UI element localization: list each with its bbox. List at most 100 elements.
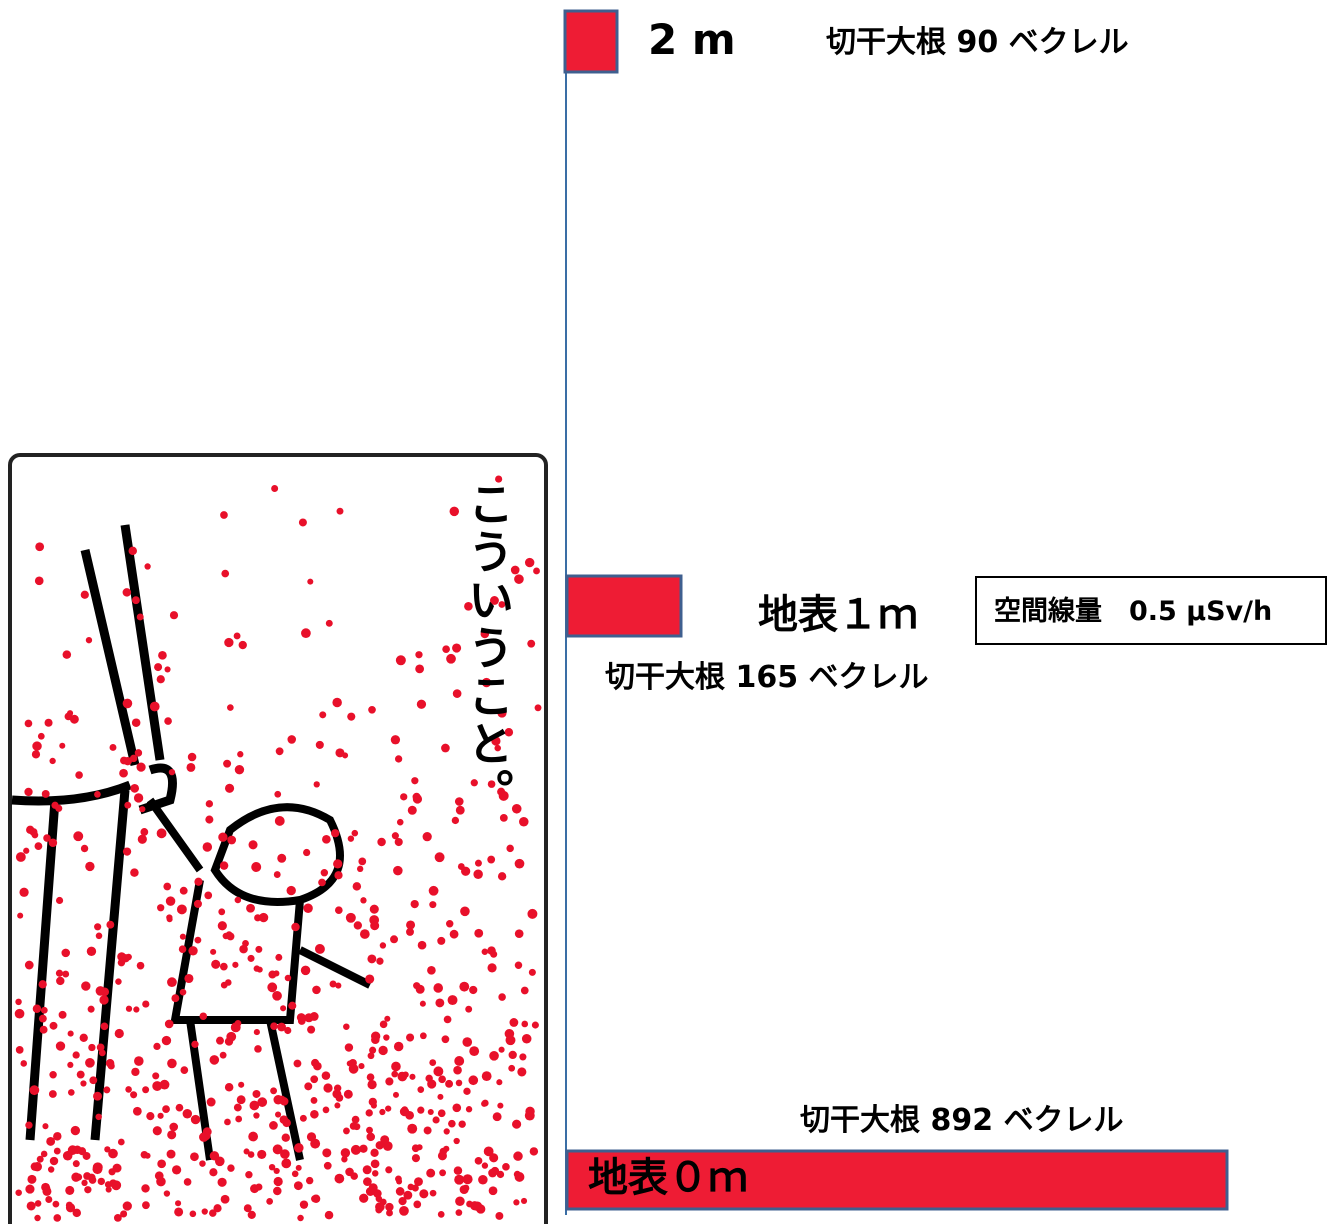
dot xyxy=(437,936,446,945)
height-label: 2 m xyxy=(648,15,736,64)
dot xyxy=(480,629,490,639)
dot xyxy=(49,757,56,765)
dot xyxy=(220,1194,230,1204)
dot xyxy=(460,906,470,917)
dot xyxy=(233,1103,242,1112)
dot xyxy=(363,1177,372,1187)
dot xyxy=(219,1051,227,1059)
dot xyxy=(407,805,417,815)
dot xyxy=(488,1186,498,1196)
dot xyxy=(375,1141,384,1150)
dot xyxy=(291,1170,299,1178)
dot xyxy=(309,1012,319,1021)
dot xyxy=(246,903,255,913)
dot xyxy=(167,977,177,988)
dot xyxy=(141,1184,150,1193)
dot xyxy=(371,1031,381,1041)
dot xyxy=(189,1210,197,1218)
dot xyxy=(419,1032,427,1040)
dot xyxy=(238,640,247,650)
dot xyxy=(142,1201,150,1210)
dot xyxy=(437,1109,446,1118)
dot xyxy=(412,794,423,804)
dot xyxy=(96,1043,105,1052)
dot xyxy=(163,882,172,891)
dot xyxy=(343,1127,350,1135)
dot xyxy=(134,749,143,757)
dot xyxy=(26,1201,36,1211)
dot xyxy=(136,762,146,772)
dot xyxy=(120,756,128,765)
dot xyxy=(529,1147,539,1156)
dot xyxy=(273,1176,283,1187)
dot xyxy=(42,1186,52,1196)
dot xyxy=(291,922,300,932)
dot xyxy=(119,768,128,778)
dot xyxy=(483,1146,494,1157)
dot xyxy=(132,1106,142,1116)
dot xyxy=(242,939,249,947)
dot xyxy=(79,1033,88,1042)
dot xyxy=(400,793,408,801)
dot xyxy=(49,1156,59,1166)
dot xyxy=(310,1109,319,1119)
dot xyxy=(359,929,370,939)
dot xyxy=(153,1042,161,1051)
dot xyxy=(481,1071,492,1082)
dot xyxy=(51,801,59,809)
dot xyxy=(406,1033,415,1042)
dot xyxy=(271,485,279,492)
dot xyxy=(359,1144,368,1153)
dot xyxy=(284,974,292,982)
dot xyxy=(429,1059,437,1066)
dot xyxy=(146,1112,155,1121)
dot xyxy=(247,1151,255,1158)
dot xyxy=(454,1174,465,1185)
dot xyxy=(209,1209,217,1217)
dot xyxy=(157,1159,166,1169)
dot xyxy=(481,677,492,688)
dot xyxy=(288,1001,297,1010)
dot xyxy=(55,969,64,977)
dot xyxy=(97,1177,105,1186)
dot xyxy=(310,1075,319,1084)
dot xyxy=(517,1067,527,1077)
dot xyxy=(235,1115,243,1123)
dot xyxy=(248,840,258,850)
dot xyxy=(217,1177,227,1187)
height-label: 地表１ｍ xyxy=(758,592,918,638)
dot xyxy=(201,1208,208,1215)
dot xyxy=(474,928,484,938)
dot xyxy=(117,958,126,967)
dot xyxy=(180,1066,189,1074)
dot xyxy=(322,1148,332,1158)
dot xyxy=(117,1138,125,1146)
dot xyxy=(351,829,359,837)
dot xyxy=(95,1113,102,1121)
dot xyxy=(459,1185,469,1195)
dot xyxy=(463,1087,471,1096)
dot xyxy=(219,962,228,971)
dot xyxy=(280,1005,287,1012)
dot xyxy=(385,1077,394,1086)
dot xyxy=(144,1152,151,1159)
dot xyxy=(194,877,203,886)
dot xyxy=(351,1115,360,1124)
dot xyxy=(152,1081,163,1091)
dot xyxy=(167,1058,177,1069)
dot xyxy=(417,1086,425,1093)
dot xyxy=(245,1171,253,1179)
dot xyxy=(129,754,138,763)
dot xyxy=(391,1070,399,1078)
dot xyxy=(125,1005,133,1012)
dot xyxy=(156,675,165,684)
dot xyxy=(108,1148,118,1159)
dot xyxy=(334,906,343,915)
dot xyxy=(44,718,53,727)
dot xyxy=(187,752,197,762)
dot xyxy=(19,887,29,897)
dot xyxy=(158,651,167,660)
dot xyxy=(175,1103,184,1112)
dot xyxy=(31,831,39,839)
dot xyxy=(70,1125,81,1136)
